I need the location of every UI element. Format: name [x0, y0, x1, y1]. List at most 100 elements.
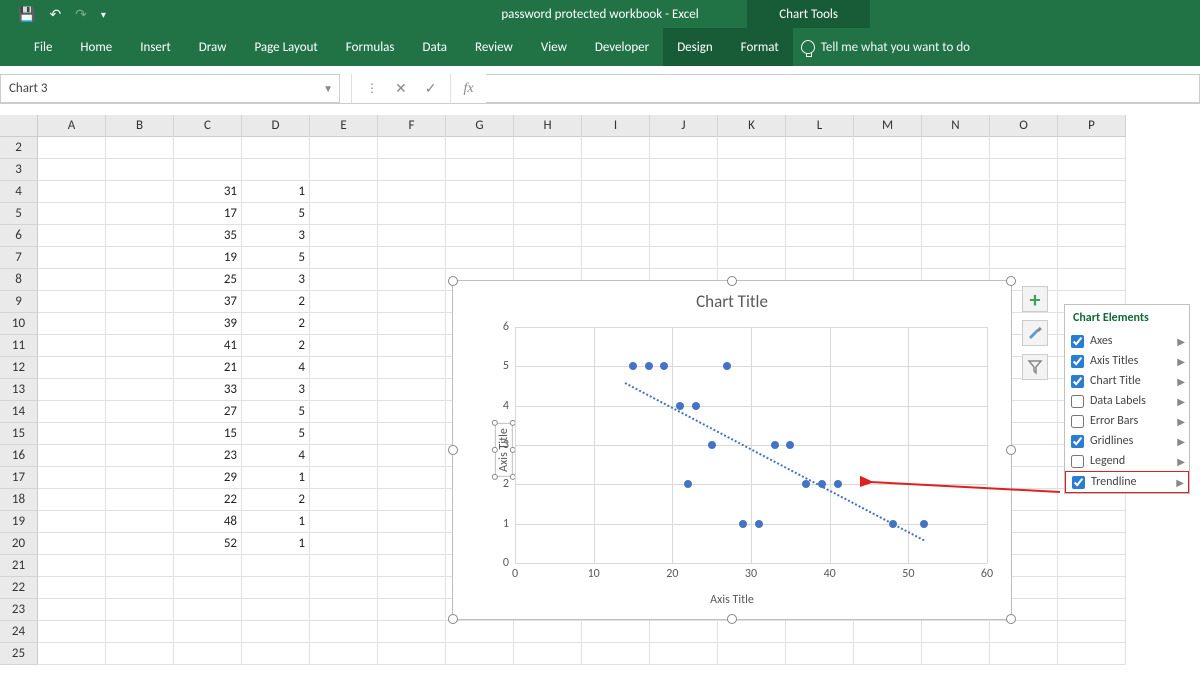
cell-D25[interactable]	[242, 643, 310, 665]
x-axis-title[interactable]: Axis Title	[710, 593, 754, 607]
fx-label[interactable]: fx	[451, 74, 485, 103]
row-header-11[interactable]: 11	[0, 335, 38, 357]
cell-A11[interactable]	[38, 335, 106, 357]
cell-D6[interactable]: 3	[242, 225, 310, 247]
chevron-right-icon[interactable]: ▶	[1177, 455, 1185, 468]
cell-A2[interactable]	[38, 137, 106, 159]
cell-F14[interactable]	[378, 401, 446, 423]
data-point[interactable]	[684, 480, 692, 488]
cell-D19[interactable]: 1	[242, 511, 310, 533]
cell-F9[interactable]	[378, 291, 446, 313]
cell-A17[interactable]	[38, 467, 106, 489]
cell-H2[interactable]	[514, 137, 582, 159]
cell-I7[interactable]	[582, 247, 650, 269]
cell-D15[interactable]: 5	[242, 423, 310, 445]
cell-I3[interactable]	[582, 159, 650, 181]
cell-F20[interactable]	[378, 533, 446, 555]
formula-input[interactable]	[486, 74, 1200, 103]
col-header-G[interactable]: G	[446, 115, 514, 137]
cell-F12[interactable]	[378, 357, 446, 379]
cell-D3[interactable]	[242, 159, 310, 181]
chart-element-error-bars[interactable]: Error Bars▶	[1065, 411, 1189, 431]
cell-N5[interactable]	[922, 203, 990, 225]
cell-N4[interactable]	[922, 181, 990, 203]
cell-A6[interactable]	[38, 225, 106, 247]
cell-B18[interactable]	[106, 489, 174, 511]
cell-C14[interactable]: 27	[174, 401, 242, 423]
row-header-23[interactable]: 23	[0, 599, 38, 621]
chart-element-gridlines[interactable]: Gridlines▶	[1065, 431, 1189, 451]
row-header-20[interactable]: 20	[0, 533, 38, 555]
cell-N6[interactable]	[922, 225, 990, 247]
cell-C23[interactable]	[174, 599, 242, 621]
cell-F10[interactable]	[378, 313, 446, 335]
tab-developer[interactable]: Developer	[581, 28, 663, 66]
cell-A9[interactable]	[38, 291, 106, 313]
cell-G2[interactable]	[446, 137, 514, 159]
cell-F7[interactable]	[378, 247, 446, 269]
col-header-B[interactable]: B	[106, 115, 174, 137]
cell-P7[interactable]	[1058, 247, 1126, 269]
cell-B2[interactable]	[106, 137, 174, 159]
cell-F6[interactable]	[378, 225, 446, 247]
cell-P5[interactable]	[1058, 203, 1126, 225]
cell-P25[interactable]	[1058, 643, 1126, 665]
cell-B8[interactable]	[106, 269, 174, 291]
cell-K5[interactable]	[718, 203, 786, 225]
chart-styles-button[interactable]	[1022, 320, 1048, 346]
cell-M4[interactable]	[854, 181, 922, 203]
cell-C9[interactable]: 37	[174, 291, 242, 313]
checkbox[interactable]	[1071, 455, 1084, 468]
cell-E21[interactable]	[310, 555, 378, 577]
cell-J5[interactable]	[650, 203, 718, 225]
tab-format[interactable]: Format	[727, 28, 793, 66]
cell-J6[interactable]	[650, 225, 718, 247]
cell-H6[interactable]	[514, 225, 582, 247]
cell-C3[interactable]	[174, 159, 242, 181]
tab-home[interactable]: Home	[66, 28, 126, 66]
cell-E2[interactable]	[310, 137, 378, 159]
cell-N7[interactable]	[922, 247, 990, 269]
cell-E11[interactable]	[310, 335, 378, 357]
row-header-4[interactable]: 4	[0, 181, 38, 203]
row-header-17[interactable]: 17	[0, 467, 38, 489]
data-point[interactable]	[723, 362, 731, 370]
cell-D8[interactable]: 3	[242, 269, 310, 291]
checkbox[interactable]	[1071, 335, 1084, 348]
cell-B15[interactable]	[106, 423, 174, 445]
tab-design[interactable]: Design	[663, 28, 726, 66]
row-header-25[interactable]: 25	[0, 643, 38, 665]
cell-J25[interactable]	[650, 643, 718, 665]
cell-P6[interactable]	[1058, 225, 1126, 247]
cell-I6[interactable]	[582, 225, 650, 247]
data-point[interactable]	[739, 520, 747, 528]
chart-title[interactable]: Chart Title	[459, 291, 1005, 312]
name-box-dropdown-icon[interactable]: ▼	[323, 82, 333, 95]
chevron-right-icon[interactable]: ▶	[1176, 476, 1184, 489]
cell-F18[interactable]	[378, 489, 446, 511]
cell-A18[interactable]	[38, 489, 106, 511]
cell-D2[interactable]	[242, 137, 310, 159]
cell-C21[interactable]	[174, 555, 242, 577]
cell-F23[interactable]	[378, 599, 446, 621]
cell-E22[interactable]	[310, 577, 378, 599]
cell-G7[interactable]	[446, 247, 514, 269]
cell-N25[interactable]	[922, 643, 990, 665]
cell-I25[interactable]	[582, 643, 650, 665]
cell-F16[interactable]	[378, 445, 446, 467]
row-header-6[interactable]: 6	[0, 225, 38, 247]
cell-C25[interactable]	[174, 643, 242, 665]
cell-G24[interactable]	[446, 621, 514, 643]
data-point[interactable]	[755, 520, 763, 528]
cell-B19[interactable]	[106, 511, 174, 533]
cell-A25[interactable]	[38, 643, 106, 665]
cell-K25[interactable]	[718, 643, 786, 665]
cell-O24[interactable]	[990, 621, 1058, 643]
cell-H25[interactable]	[514, 643, 582, 665]
cell-L25[interactable]	[786, 643, 854, 665]
cell-F8[interactable]	[378, 269, 446, 291]
cell-E8[interactable]	[310, 269, 378, 291]
cell-D23[interactable]	[242, 599, 310, 621]
embedded-chart[interactable]: Chart Title Axis Title 01234560102030405…	[452, 280, 1012, 620]
cell-O5[interactable]	[990, 203, 1058, 225]
